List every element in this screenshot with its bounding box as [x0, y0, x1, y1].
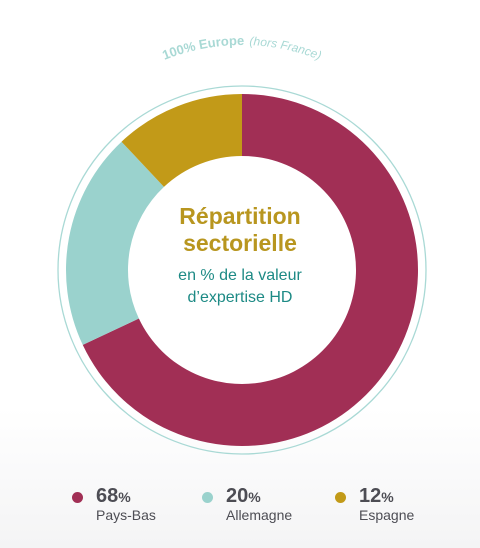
chart-title-line-2: sectorielle [183, 230, 297, 256]
legend-value-espagne: 12 [359, 485, 382, 507]
chart-subtitle-line-1: en % de la valeur [178, 267, 302, 284]
chart-title-line-1: Répartition [179, 203, 301, 229]
legend: 68% Pays-Bas 20% Allemagne 12% Espagne [0, 484, 480, 534]
chart-center-text: Répartition sectorielle en % de la valeu… [120, 203, 360, 309]
legend-value-pays-bas: 68 [96, 485, 119, 507]
slice-espagne [121, 94, 242, 187]
legend-unit: % [381, 489, 394, 505]
legend-dot-espagne [335, 492, 346, 503]
arc-label: 100% Europe (hors France) [160, 33, 323, 63]
slice-pays-bas [82, 94, 419, 447]
legend-value-allemagne: 20 [226, 485, 249, 507]
outer-ring [57, 85, 427, 455]
arc-label-main: 100% Europe [160, 33, 244, 63]
chart-subtitle-line-2: d’expertise HD [187, 289, 293, 306]
legend-label-espagne: Espagne [359, 507, 415, 523]
legend-dot-allemagne [202, 492, 213, 503]
slice-allemagne [66, 141, 164, 345]
legend-dot-pays-bas [72, 492, 83, 503]
legend-unit: % [248, 489, 261, 505]
legend-unit: % [118, 489, 131, 505]
legend-label-allemagne: Allemagne [226, 507, 293, 523]
arc-label-note: (hors France) [249, 34, 323, 63]
donut-slices [66, 94, 419, 447]
legend-label-pays-bas: Pays-Bas [96, 507, 156, 523]
